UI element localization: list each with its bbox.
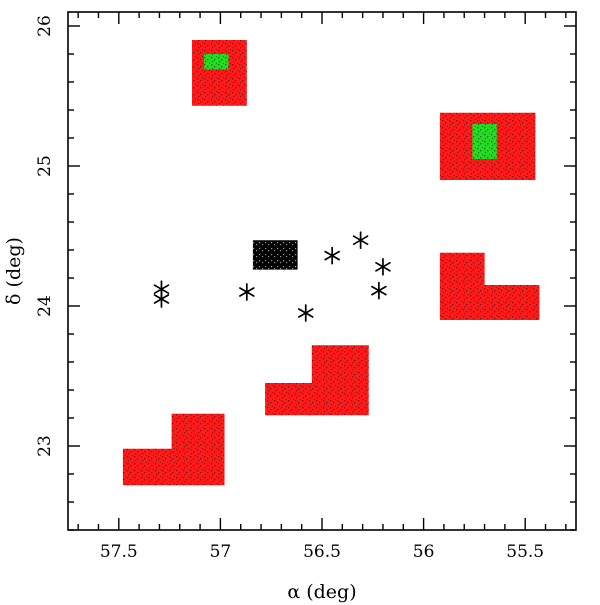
star-marker-6 (352, 231, 369, 250)
x-tick-label: 57.5 (100, 542, 138, 562)
regions-layer (122, 40, 540, 486)
x-tick-label: 55.5 (506, 542, 544, 562)
x-tick-label: 57 (210, 542, 232, 562)
y-tick-label: 26 (35, 15, 55, 37)
labels-layer: 57.5 57 56.5 56 55.5 23 24 25 26 (35, 15, 544, 562)
field-center-L-texture (265, 345, 369, 416)
star-marker-8 (371, 281, 387, 300)
field-bottom-left-L (122, 413, 225, 486)
green-top-left (204, 54, 229, 70)
y-tick-label: 25 (35, 155, 55, 177)
ticks-layer (68, 12, 576, 531)
star-marker-3 (239, 283, 255, 301)
black-center (252, 240, 298, 270)
black-center-texture (252, 240, 298, 270)
field-center-L (265, 345, 369, 416)
star-marker-4 (297, 304, 314, 322)
star-marker-5 (324, 246, 340, 265)
star-marker-7 (375, 257, 391, 276)
x-axis-label: α (deg) (287, 581, 356, 603)
x-tick-label: 56.5 (303, 542, 341, 562)
field-top-left (192, 40, 247, 106)
field-right-L (439, 252, 540, 320)
green-top-right (472, 124, 497, 159)
green-top-left-texture (204, 54, 229, 70)
field-bottom-left-L-texture (122, 413, 225, 486)
x-tick-label: 56 (413, 542, 435, 562)
points-layer (153, 231, 391, 322)
field-right-L-texture (439, 252, 540, 320)
y-tick-label: 23 (35, 435, 55, 457)
y-axis-label: δ (deg) (3, 237, 25, 305)
y-tick-label: 24 (35, 295, 55, 317)
field-top-left-texture (192, 40, 247, 106)
green-top-right-texture (472, 124, 497, 159)
star-marker-2 (153, 290, 170, 308)
